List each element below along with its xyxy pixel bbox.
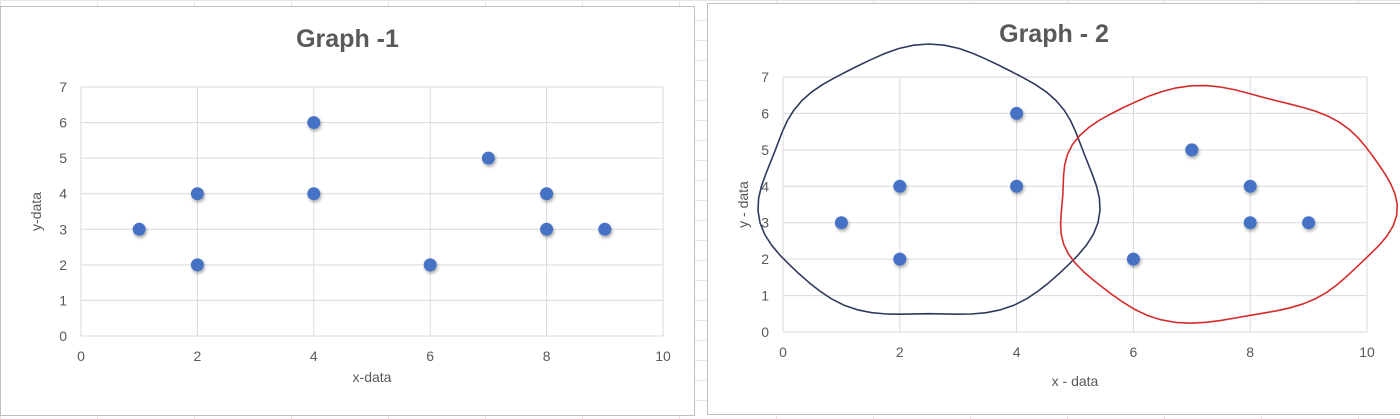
chart-graph-1[interactable]: Graph -1 0 1 2 3 4 5 6 7 0 2 4 6 8 10 x-data y-data <box>0 6 695 416</box>
x-axis-title: x-data <box>353 369 392 385</box>
y-tick-label: 7 <box>59 79 67 95</box>
data-point[interactable] <box>132 222 146 236</box>
data-point[interactable] <box>540 187 554 201</box>
y-tick-label: 0 <box>761 324 769 340</box>
data-point[interactable] <box>893 179 907 193</box>
y-tick-label: 5 <box>761 142 769 158</box>
x-tick-label: 4 <box>310 348 318 364</box>
x-tick-label: 2 <box>896 344 904 360</box>
x-tick-label: 2 <box>194 348 202 364</box>
x-tick-label: 10 <box>655 348 671 364</box>
y-tick-label: 5 <box>59 150 67 166</box>
cluster-outline-2 <box>1059 84 1398 324</box>
y-tick-label: 6 <box>761 105 769 121</box>
plot-area-graph-1: 0 1 2 3 4 5 6 7 0 2 4 6 8 10 x-data y-data <box>28 79 671 385</box>
data-point[interactable] <box>190 258 204 272</box>
data-point[interactable] <box>1010 179 1024 193</box>
data-point[interactable] <box>1185 143 1199 157</box>
data-point[interactable] <box>190 187 204 201</box>
y-tick-label: 7 <box>761 69 769 85</box>
data-point[interactable] <box>423 258 437 272</box>
x-tick-label: 10 <box>1359 344 1375 360</box>
data-point[interactable] <box>481 151 495 165</box>
data-point[interactable] <box>1010 106 1024 120</box>
data-point[interactable] <box>834 216 848 230</box>
data-point[interactable] <box>1243 179 1257 193</box>
y-tick-label: 4 <box>59 186 67 202</box>
y-tick-label: 3 <box>761 215 769 231</box>
data-point[interactable] <box>893 252 907 266</box>
y-tick-label: 6 <box>59 115 67 131</box>
x-tick-label: 0 <box>77 348 85 364</box>
data-point[interactable] <box>1126 252 1140 266</box>
y-tick-label: 0 <box>59 328 67 344</box>
chart-graph-2[interactable]: Graph - 2 0 1 2 3 4 5 6 7 0 2 4 6 8 10 x - data y - dat… <box>707 3 1400 415</box>
plot-area-graph-2: 0 1 2 3 4 5 6 7 0 2 4 6 8 10 x - data y - data <box>735 43 1398 389</box>
data-point[interactable] <box>307 116 321 130</box>
y-tick-label: 2 <box>59 257 67 273</box>
y-axis-title: y-data <box>28 192 44 231</box>
data-point[interactable] <box>1243 216 1257 230</box>
x-tick-label: 8 <box>543 348 551 364</box>
y-tick-label: 1 <box>59 292 67 308</box>
data-point[interactable] <box>1302 216 1316 230</box>
x-tick-label: 8 <box>1246 344 1254 360</box>
chart-title: Graph - 2 <box>999 20 1109 48</box>
y-axis-title: y - data <box>735 181 751 228</box>
y-tick-label: 1 <box>761 288 769 304</box>
x-axis-title: x - data <box>1052 373 1099 389</box>
cluster-outline-1 <box>757 43 1101 315</box>
data-point[interactable] <box>307 187 321 201</box>
data-point[interactable] <box>540 222 554 236</box>
x-tick-label: 6 <box>426 348 434 364</box>
data-point[interactable] <box>598 222 612 236</box>
x-tick-label: 4 <box>1013 344 1021 360</box>
y-tick-label: 3 <box>59 221 67 237</box>
y-tick-label: 2 <box>761 251 769 267</box>
x-tick-label: 0 <box>779 344 787 360</box>
y-tick-label: 4 <box>761 178 769 194</box>
x-tick-label: 6 <box>1130 344 1138 360</box>
chart-title: Graph -1 <box>296 25 399 53</box>
